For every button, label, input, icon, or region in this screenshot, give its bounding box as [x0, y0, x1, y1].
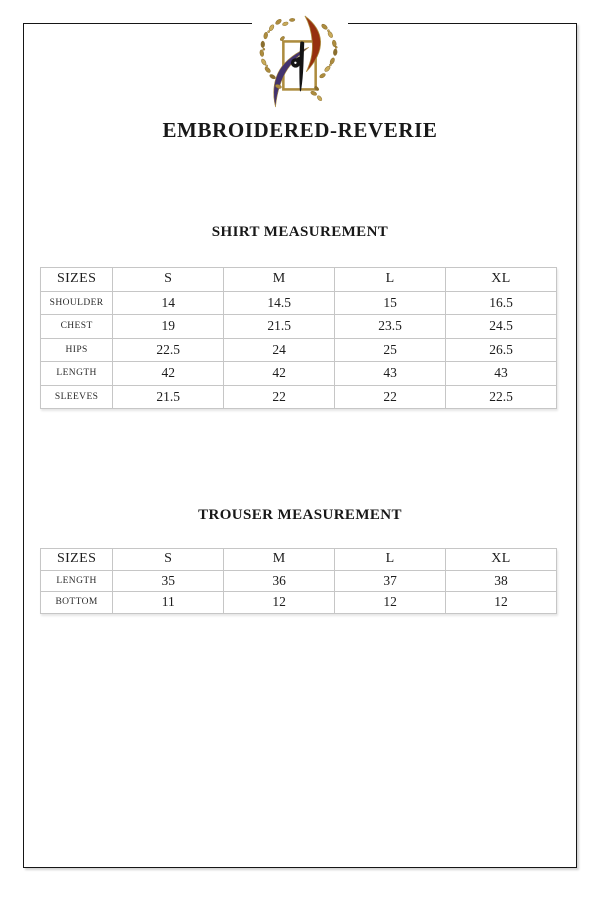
- measurement-value: 16.5: [445, 290, 557, 315]
- measurement-value: 14: [112, 290, 225, 315]
- measurement-label: HIPS: [39, 337, 114, 362]
- table-row: SLEEVES 21.5 22 22 22.5: [39, 384, 557, 409]
- size-column-header: S: [112, 548, 225, 571]
- measurement-value: 24.5: [445, 314, 557, 339]
- table-row: LENGTH 42 42 43 43: [39, 361, 557, 386]
- measurement-value: 37: [334, 569, 447, 592]
- brand-logo: [252, 13, 348, 110]
- table-row: SHOULDER 14 14.5 15 16.5: [39, 290, 557, 315]
- measurement-value: 14.5: [223, 290, 336, 315]
- measurement-value: 24: [223, 337, 336, 362]
- measurement-value: 38: [445, 569, 557, 592]
- measurement-value: 21.5: [223, 314, 336, 339]
- measurement-value: 21.5: [112, 384, 225, 409]
- measurement-label: SHOULDER: [39, 290, 114, 315]
- measurement-value: 19: [112, 314, 225, 339]
- measurement-label: LENGTH: [39, 569, 114, 592]
- measurement-value: 26.5: [445, 337, 557, 362]
- measurement-value: 12: [334, 591, 447, 614]
- trouser-measurement-heading: TROUSER MEASUREMENT: [198, 507, 402, 523]
- ornate-emblem-icon: [259, 15, 338, 107]
- table-row: HIPS 22.5 24 25 26.5: [39, 337, 557, 362]
- measurement-value: 25: [334, 337, 447, 362]
- table-row: LENGTH 35 36 37 38: [39, 569, 557, 592]
- measurement-value: 42: [112, 361, 225, 386]
- shirt-measurement-heading: SHIRT MEASUREMENT: [211, 224, 389, 240]
- measurement-value: 42: [223, 361, 336, 386]
- size-column-header: XL: [445, 548, 557, 571]
- table-header-row: SIZES S M L XL: [39, 548, 557, 571]
- size-column-header: L: [334, 548, 447, 571]
- measurement-label: BOTTOM: [39, 591, 114, 614]
- measurement-value: 22.5: [112, 337, 225, 362]
- table-header-row: SIZES S M L XL: [39, 267, 557, 292]
- table-row: BOTTOM 11 12 12 12: [39, 591, 557, 614]
- measurement-label: CHEST: [39, 314, 114, 339]
- measurement-value: 15: [334, 290, 447, 315]
- sizes-header-cell: SIZES: [39, 267, 114, 292]
- measurement-label: LENGTH: [39, 361, 114, 386]
- size-column-header: M: [223, 548, 336, 571]
- sizes-header-cell: SIZES: [39, 548, 114, 571]
- size-column-header: M: [223, 267, 336, 292]
- size-column-header: S: [112, 267, 225, 292]
- page-border-frame: [23, 23, 577, 868]
- table-row: CHEST 19 21.5 23.5 24.5: [39, 314, 557, 339]
- measurement-value: 12: [223, 591, 336, 614]
- size-column-header: L: [334, 267, 447, 292]
- measurement-value: 22: [334, 384, 447, 409]
- measurement-value: 22.5: [445, 384, 557, 409]
- measurement-value: 35: [112, 569, 225, 592]
- shirt-measurement-table: SIZES S M L XL SHOULDER 14 14.5 15 16.5 CHEST 19 21.…: [39, 267, 557, 409]
- measurement-label: SLEEVES: [39, 384, 114, 409]
- measurement-value: 12: [445, 591, 557, 614]
- trouser-measurement-table: SIZES S M L XL LENGTH 35 36 37 38 BOTTOM 11 12 12 12: [39, 548, 557, 614]
- measurement-value: 23.5: [334, 314, 447, 339]
- measurement-value: 36: [223, 569, 336, 592]
- measurement-value: 43: [334, 361, 447, 386]
- size-column-header: XL: [445, 267, 557, 292]
- brand-title: EMBROIDERED-REVERIE: [162, 118, 438, 142]
- measurement-value: 11: [112, 591, 225, 614]
- measurement-value: 22: [223, 384, 336, 409]
- measurement-value: 43: [445, 361, 557, 386]
